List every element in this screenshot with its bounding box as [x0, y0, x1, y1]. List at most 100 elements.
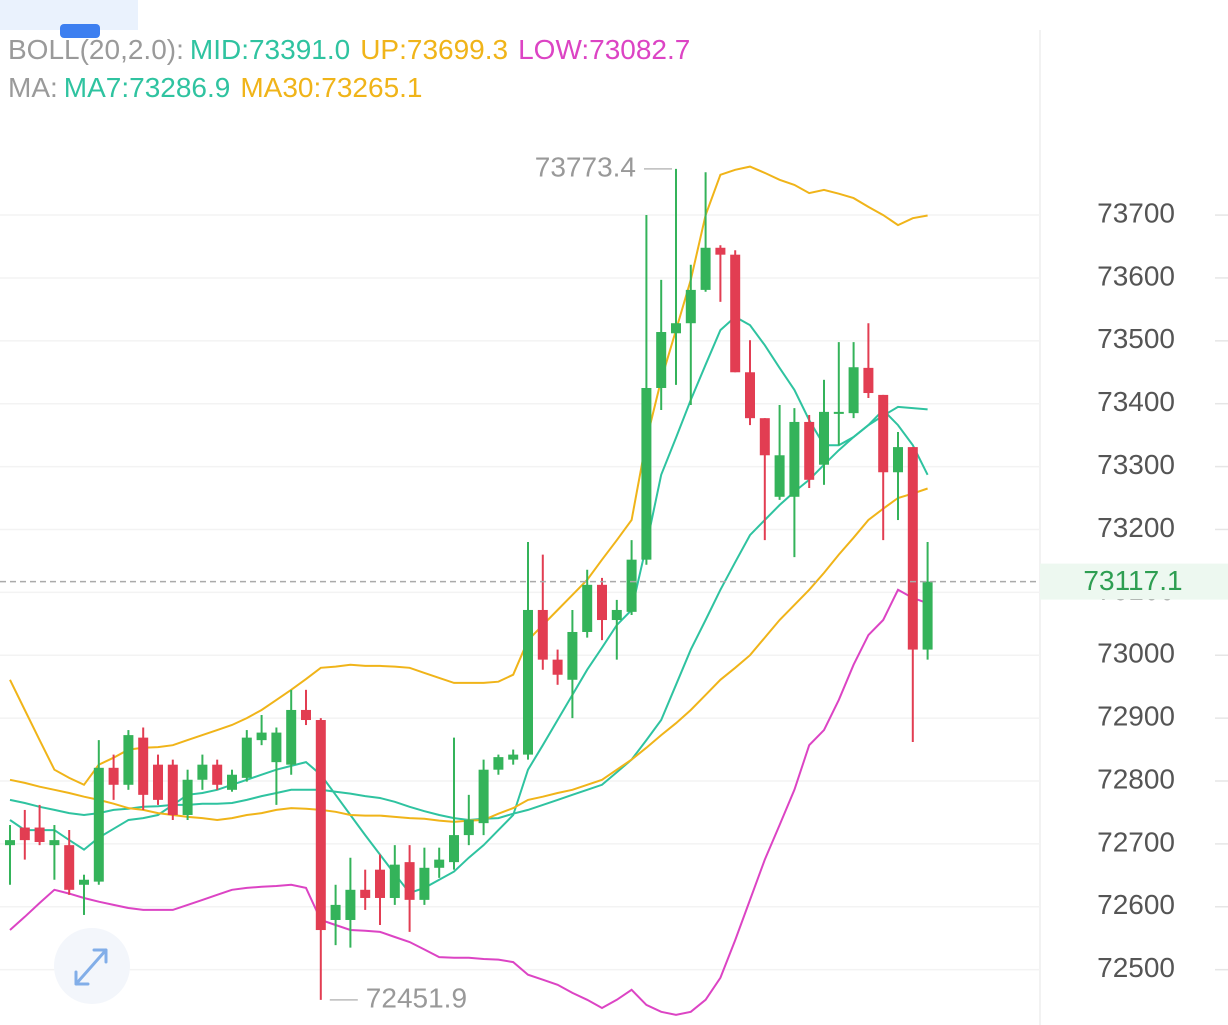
- candle-body: [552, 659, 563, 675]
- candle-body: [700, 247, 711, 290]
- candle-body: [434, 859, 445, 868]
- candle-body: [419, 867, 430, 900]
- tab[interactable]: [60, 24, 100, 38]
- y-tick-label: 72900: [1097, 701, 1175, 732]
- candle-body: [922, 581, 933, 650]
- candle-body: [212, 764, 223, 785]
- candle-body: [685, 289, 696, 324]
- y-tick-label: 72600: [1097, 889, 1175, 920]
- candle-body: [537, 609, 548, 660]
- candle-body: [893, 447, 903, 473]
- candle-body: [819, 411, 829, 465]
- candle-body: [167, 764, 178, 815]
- candle-body: [360, 889, 371, 898]
- candle-body: [79, 879, 89, 885]
- indicator-lines: [9, 165, 929, 1016]
- candle-body: [730, 254, 741, 373]
- candle-body: [449, 835, 459, 863]
- indicator-line: [9, 588, 928, 1016]
- low-label: 72451.9: [366, 982, 467, 1013]
- candle-body: [582, 584, 593, 632]
- legend-row: BOLL(20,2.0): MID:73391.0 UP:73699.3 LOW:73…: [8, 34, 690, 65]
- candle-body: [34, 827, 45, 843]
- candle-body: [656, 332, 667, 388]
- candle-body: [597, 584, 607, 621]
- candle-body: [671, 323, 681, 334]
- candles: [5, 168, 933, 1000]
- candle-body: [256, 732, 267, 741]
- y-tick-label: 72800: [1097, 763, 1175, 794]
- legend: BOLL(20,2.0): MID:73391.0 UP:73699.3 LOW:73…: [8, 34, 690, 103]
- candle-body: [641, 387, 652, 560]
- candle-body: [404, 862, 415, 900]
- last-price-label: 73117.1: [1083, 565, 1182, 596]
- y-tick-label: 73600: [1097, 260, 1175, 291]
- y-tick-label: 73500: [1097, 323, 1175, 354]
- legend-entry: MA7:73286.9: [64, 72, 231, 103]
- y-tick-label: 73300: [1097, 449, 1175, 480]
- candle-body: [907, 447, 918, 650]
- legend-row: MA: MA7:73286.9 MA30:73265.1: [8, 72, 423, 103]
- indicator-line: [9, 165, 928, 787]
- candle-body: [508, 754, 519, 760]
- expand-button[interactable]: [54, 928, 130, 1004]
- legend-entry: MA30:73265.1: [240, 72, 422, 103]
- y-tick-label: 73400: [1097, 386, 1175, 417]
- candle-body: [345, 889, 356, 920]
- annotations: 73773.4 72451.9 73117.1: [0, 151, 1228, 1013]
- candle-body: [804, 421, 815, 480]
- y-tick-label: 73000: [1097, 638, 1175, 669]
- legend-title: MA:: [8, 72, 58, 103]
- candle-body: [49, 840, 60, 846]
- candle-body: [463, 820, 474, 836]
- candle-body: [182, 779, 193, 815]
- candle-body: [93, 767, 104, 882]
- legend-entry: MID:73391.0: [190, 34, 350, 65]
- expand-icon[interactable]: [74, 948, 108, 986]
- candle-body: [64, 845, 75, 890]
- candle-body: [523, 609, 533, 755]
- y-tick-label: 72500: [1097, 952, 1175, 983]
- y-tick-label: 73200: [1097, 512, 1175, 543]
- candle-body: [315, 720, 326, 931]
- last-price-box: [1040, 563, 1228, 600]
- candle-body: [108, 767, 119, 785]
- candle-body: [715, 247, 726, 255]
- candle-body: [123, 735, 134, 785]
- candle-body: [153, 764, 163, 800]
- candle-body: [19, 827, 30, 841]
- candle-body: [241, 737, 252, 778]
- candle-body: [389, 864, 400, 898]
- y-tick-label: 73700: [1097, 197, 1175, 228]
- candle-body: [789, 421, 800, 497]
- candle-body: [611, 609, 622, 621]
- candle-body: [478, 769, 489, 824]
- y-tick-label: 72700: [1097, 826, 1175, 857]
- legend-entry: LOW:73082.7: [518, 34, 690, 65]
- candle-body: [567, 631, 578, 680]
- candle-body: [848, 367, 859, 414]
- candle-body: [227, 774, 237, 790]
- candle-body: [626, 559, 637, 612]
- candle-body: [745, 372, 755, 419]
- candle-body: [301, 709, 311, 721]
- candle-body: [774, 455, 785, 497]
- legend-title: BOLL(20,2.0):: [8, 34, 184, 65]
- high-label: 73773.4: [535, 151, 636, 182]
- candle-body: [493, 757, 504, 770]
- candle-body: [286, 709, 297, 765]
- candle-body: [271, 732, 282, 763]
- candle-body: [759, 418, 770, 456]
- candle-body: [5, 840, 15, 846]
- candle-body: [375, 869, 385, 898]
- candle-body: [197, 764, 208, 780]
- candle-body: [833, 411, 844, 414]
- indicator-line: [9, 315, 929, 895]
- candle-body: [330, 904, 341, 920]
- candle-body: [878, 394, 889, 473]
- legend-entry: UP:73699.3: [360, 34, 508, 65]
- candle-body: [863, 367, 874, 394]
- candle-body: [138, 737, 149, 795]
